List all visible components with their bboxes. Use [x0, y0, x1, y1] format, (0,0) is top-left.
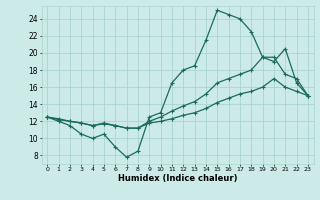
X-axis label: Humidex (Indice chaleur): Humidex (Indice chaleur) [118, 174, 237, 183]
